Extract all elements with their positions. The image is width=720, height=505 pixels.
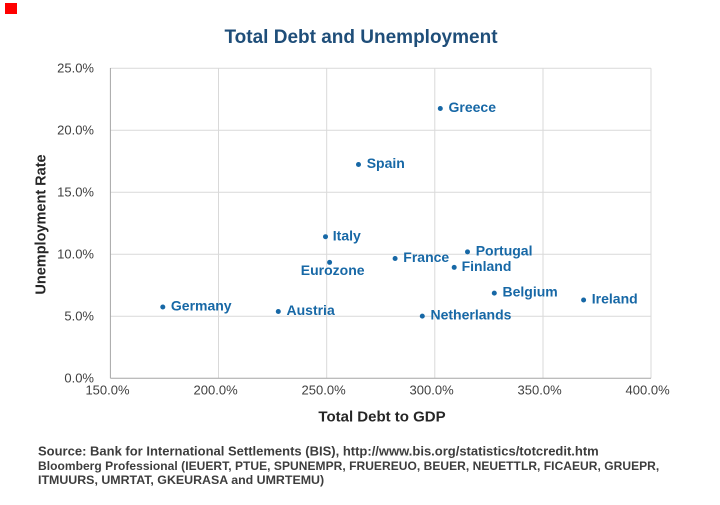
svg-text:ITMUURS, UMRTAT, GKEURASA and: ITMUURS, UMRTAT, GKEURASA and UMRTEMU)	[38, 473, 324, 487]
svg-text:Unemployment Rate: Unemployment Rate	[34, 154, 50, 294]
svg-text:250.0%: 250.0%	[302, 382, 347, 397]
svg-text:Portugal: Portugal	[476, 243, 533, 259]
svg-text:0.0%: 0.0%	[64, 371, 94, 386]
svg-text:Belgium: Belgium	[503, 284, 558, 300]
svg-text:Source: Bank for International: Source: Bank for International Settlemen…	[38, 444, 599, 459]
svg-text:Total Debt to GDP: Total Debt to GDP	[318, 408, 445, 425]
svg-text:300.0%: 300.0%	[410, 382, 455, 397]
svg-text:400.0%: 400.0%	[626, 382, 671, 397]
svg-text:350.0%: 350.0%	[518, 382, 563, 397]
svg-text:Eurozone: Eurozone	[301, 262, 365, 278]
svg-text:Bloomberg Professional (IEUERT: Bloomberg Professional (IEUERT, PTUE, SP…	[38, 459, 659, 473]
svg-text:Total Debt and Unemployment: Total Debt and Unemployment	[224, 27, 498, 48]
svg-text:Austria: Austria	[287, 302, 335, 318]
svg-text:25.0%: 25.0%	[57, 60, 94, 75]
svg-text:France: France	[403, 249, 449, 265]
svg-text:20.0%: 20.0%	[57, 122, 94, 137]
svg-text:Ireland: Ireland	[592, 291, 638, 307]
svg-text:Italy: Italy	[333, 227, 361, 243]
svg-text:Netherlands: Netherlands	[431, 307, 512, 323]
svg-text:200.0%: 200.0%	[194, 382, 239, 397]
svg-text:Germany: Germany	[171, 298, 232, 314]
svg-text:5.0%: 5.0%	[64, 308, 94, 323]
svg-text:Greece: Greece	[449, 99, 497, 115]
svg-text:150.0%: 150.0%	[85, 382, 130, 397]
svg-text:Spain: Spain	[367, 155, 405, 171]
svg-text:Finland: Finland	[462, 258, 512, 274]
svg-text:15.0%: 15.0%	[57, 184, 94, 199]
svg-text:10.0%: 10.0%	[57, 247, 94, 262]
